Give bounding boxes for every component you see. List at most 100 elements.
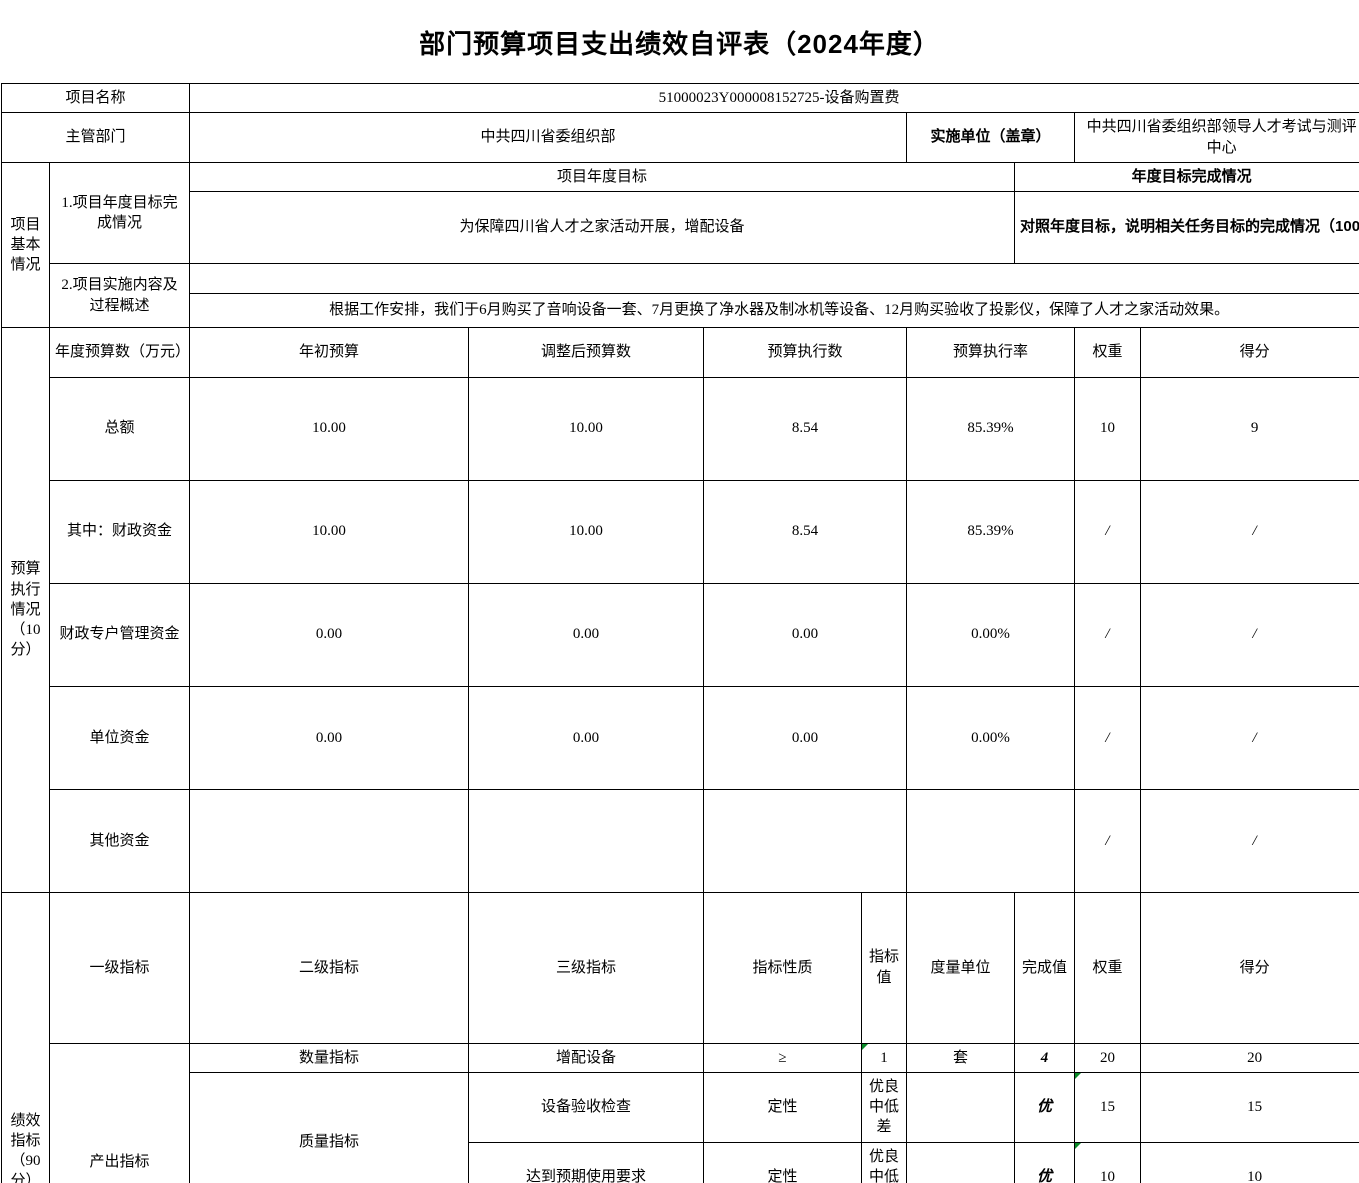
budget-row-weight: / bbox=[1074, 479, 1142, 584]
budget-row: 财政专户管理资金 0.00 0.00 0.00 0.00% / / bbox=[2, 582, 1359, 687]
budget-row: 其他资金 / / bbox=[2, 788, 1359, 893]
perf-actual: 优 bbox=[1014, 1071, 1076, 1143]
row-project-name: 项目名称 51000023Y000008152725-设备购置费 bbox=[0, 82, 1359, 114]
budget-row-initial: 0.00 bbox=[189, 685, 470, 790]
budget-row-name: 财政专户管理资金 bbox=[48, 582, 191, 687]
budget-row-initial: 10.00 bbox=[189, 376, 470, 481]
budget-row-executed: 8.54 bbox=[703, 479, 908, 584]
budget-row-name: 单位资金 bbox=[48, 685, 191, 790]
perf-unit: 套 bbox=[906, 1042, 1016, 1073]
budget-row-score: / bbox=[1140, 479, 1359, 584]
basic-col-completion: 年度目标完成情况 bbox=[1014, 161, 1359, 193]
budget-row-rate bbox=[906, 788, 1076, 893]
basic-row1-label: 1.项目年度目标完成情况 bbox=[48, 161, 191, 265]
budget-row: 其中：财政资金 10.00 10.00 8.54 85.39% / / bbox=[2, 479, 1359, 584]
perf-actual: 4 bbox=[1014, 1042, 1076, 1073]
supervisor-label: 主管部门 bbox=[0, 112, 191, 163]
budget-row-adjusted bbox=[468, 788, 705, 893]
project-name-value: 51000023Y000008152725-设备购置费 bbox=[189, 82, 1359, 114]
budget-header-6: 得分 bbox=[1140, 327, 1359, 378]
basic-desc-spacer bbox=[189, 263, 1359, 294]
perf-l2: 数量指标 bbox=[189, 1042, 470, 1073]
budget-row: 总额 10.00 10.00 8.54 85.39% 10 9 通过比价，选取性… bbox=[2, 376, 1359, 481]
row-budget-headers: 预算执行情况（10分） 年度预算数（万元） 年初预算 调整后预算数 预算执行数 … bbox=[1, 327, 1359, 893]
evaluation-table: 项目名称 51000023Y000008152725-设备购置费 主管部门 中共… bbox=[0, 82, 1359, 1183]
basic-target-text: 为保障四川省人才之家活动开展，增配设备 bbox=[189, 191, 1016, 264]
row-basic-desc-label: 2.项目实施内容及过程概述 bbox=[2, 263, 1359, 328]
perf-nature: 定性 bbox=[703, 1071, 863, 1143]
basic-section-label: 项目基本情况 bbox=[1, 161, 50, 329]
budget-row-score: / bbox=[1140, 788, 1359, 893]
perf-weight: 15 bbox=[1074, 1071, 1142, 1143]
perf-header-8: 得分 bbox=[1140, 891, 1359, 1044]
perf-value: 1 bbox=[861, 1042, 908, 1073]
page-title: 部门预算项目支出绩效自评表（2024年度） bbox=[419, 29, 940, 59]
perf-header-1: 二级指标 bbox=[189, 891, 470, 1044]
budget-row-adjusted: 0.00 bbox=[468, 582, 705, 687]
perf-score: 20 bbox=[1140, 1042, 1359, 1073]
perf-unit bbox=[906, 1141, 1016, 1183]
project-name-label: 项目名称 bbox=[0, 82, 191, 114]
perf-score: 10 bbox=[1140, 1141, 1359, 1183]
budget-row-score: 9 bbox=[1140, 376, 1359, 481]
budget-header-3: 预算执行数 bbox=[703, 327, 908, 378]
budget-row-weight: / bbox=[1074, 582, 1142, 687]
budget-row-rate: 85.39% bbox=[906, 376, 1076, 481]
perf-l2: 质量指标 bbox=[189, 1071, 470, 1183]
budget-row-initial: 10.00 bbox=[189, 479, 470, 584]
basic-desc-text: 根据工作安排，我们于6月购买了音响设备一套、7月更换了净水器及制冰机等设备、12… bbox=[189, 293, 1359, 328]
perf-header-2: 三级指标 bbox=[468, 891, 705, 1044]
budget-row-weight: / bbox=[1074, 685, 1142, 790]
budget-row-weight: / bbox=[1074, 788, 1142, 893]
perf-nature: 定性 bbox=[703, 1141, 863, 1183]
basic-col-target: 项目年度目标 bbox=[189, 161, 1016, 193]
perf-l3: 增配设备 bbox=[468, 1042, 705, 1073]
perf-header-5: 度量单位 bbox=[906, 891, 1016, 1044]
budget-row-executed: 0.00 bbox=[703, 582, 908, 687]
row-basic-headers: 项目基本情况 1.项目年度目标完成情况 项目年度目标 年度目标完成情况 bbox=[1, 161, 1359, 329]
budget-row-adjusted: 0.00 bbox=[468, 685, 705, 790]
budget-row-initial bbox=[189, 788, 470, 893]
perf-section-label: 绩效指标（90分） bbox=[1, 891, 50, 1183]
budget-row-weight: 10 bbox=[1074, 376, 1142, 481]
budget-header-5: 权重 bbox=[1074, 327, 1142, 378]
budget-row-score: / bbox=[1140, 685, 1359, 790]
perf-header-7: 权重 bbox=[1074, 891, 1142, 1044]
budget-row-score: / bbox=[1140, 582, 1359, 687]
perf-header-0: 一级指标 bbox=[48, 891, 191, 1044]
basic-completion-text: 对照年度目标，说明相关任务目标的完成情况（100字以内） bbox=[1014, 191, 1359, 264]
perf-actual: 优 bbox=[1014, 1141, 1076, 1183]
perf-weight: 10 bbox=[1074, 1141, 1142, 1183]
budget-header-1: 年初预算 bbox=[189, 327, 470, 378]
perf-score: 15 bbox=[1140, 1071, 1359, 1143]
supervisor-value: 中共四川省委组织部 bbox=[189, 112, 908, 163]
perf-l1: 产出指标 bbox=[48, 1042, 191, 1183]
row-perf-headers: 绩效指标（90分） 一级指标 二级指标 三级指标 指标性质 指标值 度量单位 完… bbox=[1, 891, 1359, 1183]
perf-value: 优良中低差 bbox=[861, 1141, 908, 1183]
perf-header-3: 指标性质 bbox=[703, 891, 863, 1044]
budget-row-rate: 0.00% bbox=[906, 685, 1076, 790]
perf-header-4: 指标值 bbox=[861, 891, 908, 1044]
perf-value: 优良中低差 bbox=[861, 1071, 908, 1143]
perf-row: 达到预期使用要求 定性 优良中低差 优 10 10 bbox=[2, 1141, 1359, 1183]
budget-row-executed bbox=[703, 788, 908, 893]
impl-unit-label: 实施单位（盖章） bbox=[906, 112, 1076, 163]
budget-row-rate: 85.39% bbox=[906, 479, 1076, 584]
perf-l3: 设备验收检查 bbox=[468, 1071, 705, 1143]
budget-row-initial: 0.00 bbox=[189, 582, 470, 687]
budget-row-adjusted: 10.00 bbox=[468, 479, 705, 584]
budget-row-adjusted: 10.00 bbox=[468, 376, 705, 481]
impl-unit-value: 中共四川省委组织部领导人才考试与测评中心 bbox=[1074, 112, 1359, 163]
budget-row-name: 总额 bbox=[48, 376, 191, 481]
perf-unit bbox=[906, 1071, 1016, 1143]
budget-row-name: 其中：财政资金 bbox=[48, 479, 191, 584]
budget-header-2: 调整后预算数 bbox=[468, 327, 705, 378]
row-supervisor: 主管部门 中共四川省委组织部 实施单位（盖章） 中共四川省委组织部领导人才考试与… bbox=[0, 112, 1359, 163]
budget-row-rate: 0.00% bbox=[906, 582, 1076, 687]
row-basic-desc: 根据工作安排，我们于6月购买了音响设备一套、7月更换了净水器及制冰机等设备、12… bbox=[2, 293, 1359, 328]
budget-row-executed: 8.54 bbox=[703, 376, 908, 481]
perf-l3: 达到预期使用要求 bbox=[468, 1141, 705, 1183]
budget-row-name: 其他资金 bbox=[48, 788, 191, 893]
budget-row: 单位资金 0.00 0.00 0.00 0.00% / / bbox=[2, 685, 1359, 790]
